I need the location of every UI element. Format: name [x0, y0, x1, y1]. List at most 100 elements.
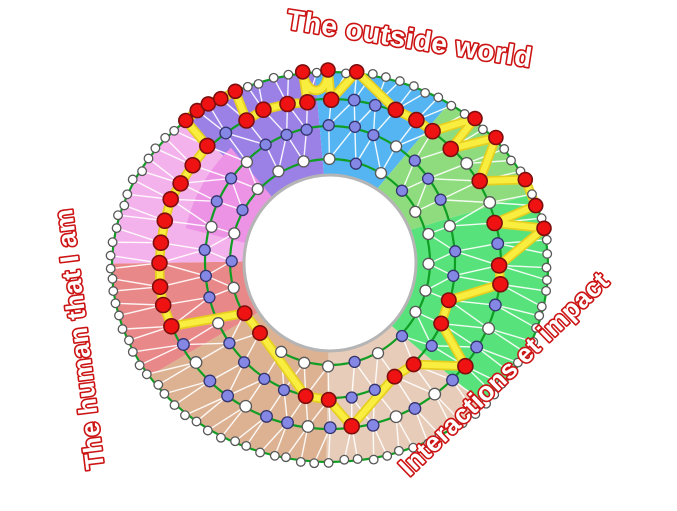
- graph-node-outer-13[interactable]: [488, 129, 504, 146]
- graph-node-ring3-6[interactable]: [442, 140, 460, 158]
- graph-node-outer-9[interactable]: [446, 100, 457, 111]
- graph-node-outer-95[interactable]: [311, 67, 322, 78]
- graph-node-outer-39[interactable]: [447, 423, 458, 434]
- graph-node-ring2-11[interactable]: [433, 315, 450, 332]
- graph-node-outer-36[interactable]: [481, 398, 492, 409]
- graph-node-ring1-6[interactable]: [422, 257, 435, 270]
- graph-node-outer-28[interactable]: [534, 310, 545, 321]
- graph-node-ring2-19[interactable]: [277, 383, 291, 397]
- graph-node-ring2-2[interactable]: [367, 128, 380, 142]
- graph-node-ring3-12[interactable]: [490, 257, 508, 274]
- graph-node-ring3-10[interactable]: [486, 214, 503, 232]
- graph-node-ring3-24[interactable]: [323, 421, 337, 435]
- graph-node-outer-94[interactable]: [294, 64, 311, 80]
- graph-node-outer-64[interactable]: [134, 360, 145, 371]
- graph-node-ring3-2[interactable]: [368, 98, 382, 112]
- graph-node-ring3-43[interactable]: [219, 126, 233, 140]
- graph-node-ring3-29[interactable]: [221, 389, 235, 403]
- graph-node-ring3-7[interactable]: [460, 156, 474, 170]
- graph-node-outer-70[interactable]: [108, 286, 119, 297]
- graph-node-outer-42[interactable]: [408, 442, 419, 453]
- graph-node-outer-37[interactable]: [470, 409, 481, 419]
- graph-node-ring1-8[interactable]: [409, 305, 422, 319]
- graph-node-outer-8[interactable]: [433, 92, 444, 103]
- sector-green[interactable]: [390, 194, 548, 405]
- graph-node-ring3-41[interactable]: [184, 157, 201, 174]
- graph-node-ring2-29[interactable]: [224, 172, 238, 185]
- graph-node-ring1-9[interactable]: [395, 329, 409, 343]
- graph-node-ring3-46[interactable]: [279, 95, 296, 113]
- graph-node-ring2-24[interactable]: [203, 291, 216, 304]
- graph-node-outer-22[interactable]: [541, 234, 552, 245]
- graph-node-ring3-21[interactable]: [389, 410, 403, 424]
- graph-node-ring2-8[interactable]: [449, 245, 462, 258]
- graph-node-outer-78[interactable]: [122, 189, 133, 200]
- graph-node-outer-73[interactable]: [105, 250, 116, 261]
- graph-node-ring2-22[interactable]: [223, 336, 236, 350]
- graph-node-ring3-23[interactable]: [343, 417, 361, 435]
- graph-node-ring1-19[interactable]: [228, 227, 241, 240]
- graph-node-ring2-13[interactable]: [405, 356, 422, 373]
- graph-node-ring1-2[interactable]: [374, 166, 388, 180]
- graph-node-ring2-28[interactable]: [210, 195, 223, 208]
- graph-node-outer-3[interactable]: [367, 68, 378, 79]
- graph-node-ring1-20[interactable]: [236, 203, 249, 217]
- graph-node-ring2-10[interactable]: [440, 292, 457, 309]
- graph-node-outer-48[interactable]: [323, 457, 334, 468]
- graph-node-outer-93[interactable]: [283, 69, 294, 80]
- graph-node-outer-18[interactable]: [527, 189, 537, 200]
- graph-node-outer-58[interactable]: [191, 416, 202, 427]
- graph-node-outer-23[interactable]: [542, 248, 553, 259]
- graph-node-outer-52[interactable]: [269, 450, 280, 461]
- graph-node-outer-11[interactable]: [467, 110, 483, 127]
- graph-node-ring3-47[interactable]: [299, 94, 316, 111]
- graph-node-outer-14[interactable]: [499, 144, 510, 154]
- graph-node-ring2-31[interactable]: [259, 138, 272, 151]
- graph-node-outer-41[interactable]: [423, 438, 434, 449]
- graph-node-outer-71[interactable]: [107, 273, 118, 284]
- graph-node-outer-76[interactable]: [113, 210, 123, 221]
- graph-node-ring2-0[interactable]: [322, 119, 335, 132]
- graph-node-outer-68[interactable]: [114, 310, 124, 321]
- graph-node-ring1-1[interactable]: [349, 157, 363, 170]
- graph-node-outer-17[interactable]: [517, 171, 534, 188]
- graph-node-outer-82[interactable]: [150, 143, 161, 154]
- graph-node-ring1-13[interactable]: [298, 356, 311, 369]
- graph-node-ring3-0[interactable]: [322, 91, 340, 109]
- graph-node-outer-77[interactable]: [119, 200, 130, 211]
- graph-node-outer-33[interactable]: [505, 368, 516, 379]
- graph-node-ring2-23[interactable]: [212, 317, 225, 330]
- graph-node-outer-38[interactable]: [457, 418, 468, 429]
- graph-node-outer-5[interactable]: [394, 76, 405, 87]
- graph-node-outer-31[interactable]: [521, 348, 532, 359]
- graph-node-ring1-15[interactable]: [252, 324, 269, 341]
- graph-node-ring1-23[interactable]: [297, 155, 310, 168]
- graph-node-outer-83[interactable]: [160, 132, 171, 143]
- graph-node-ring3-1[interactable]: [347, 93, 361, 107]
- graph-node-outer-60[interactable]: [169, 400, 180, 411]
- graph-node-ring3-36[interactable]: [151, 254, 168, 272]
- graph-node-ring3-44[interactable]: [238, 112, 255, 129]
- graph-node-outer-15[interactable]: [506, 155, 516, 166]
- graph-node-outer-69[interactable]: [110, 298, 121, 309]
- graph-node-outer-67[interactable]: [117, 324, 128, 335]
- graph-node-ring3-30[interactable]: [203, 374, 217, 388]
- graph-node-outer-51[interactable]: [280, 452, 291, 463]
- graph-node-outer-43[interactable]: [393, 445, 404, 456]
- graph-node-ring3-22[interactable]: [366, 418, 380, 432]
- graph-node-outer-32[interactable]: [512, 357, 523, 368]
- graph-node-ring1-21[interactable]: [251, 182, 264, 196]
- graph-node-outer-35[interactable]: [489, 389, 500, 400]
- graph-node-outer-72[interactable]: [105, 263, 116, 274]
- graph-node-outer-1[interactable]: [340, 68, 351, 79]
- graph-node-ring2-4[interactable]: [408, 154, 421, 167]
- graph-node-outer-66[interactable]: [124, 335, 134, 346]
- graph-node-ring3-31[interactable]: [189, 356, 203, 369]
- graph-node-outer-12[interactable]: [477, 124, 488, 135]
- graph-node-outer-27[interactable]: [536, 301, 547, 312]
- graph-node-outer-89[interactable]: [227, 83, 244, 100]
- graph-node-ring2-12[interactable]: [425, 339, 438, 352]
- graph-node-ring1-3[interactable]: [395, 184, 409, 197]
- graph-node-ring2-3[interactable]: [389, 140, 403, 153]
- graph-node-outer-65[interactable]: [127, 346, 138, 357]
